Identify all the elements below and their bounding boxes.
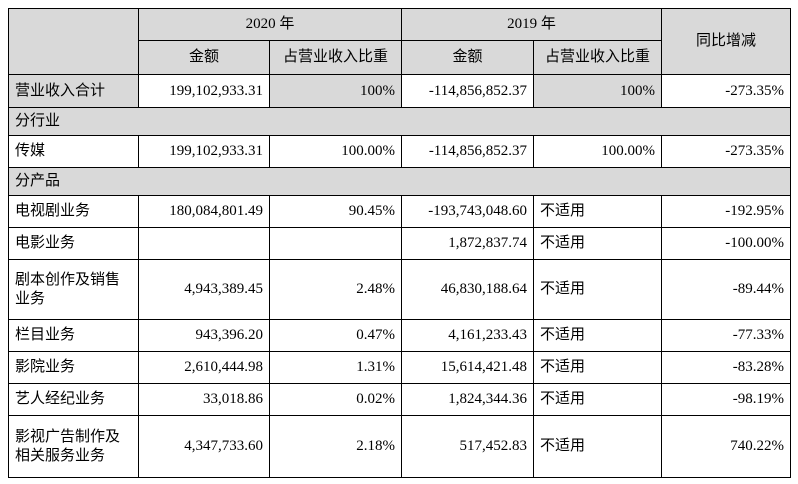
row-media: 传媒 199,102,933.31 100.00% -114,856,852.3…: [8, 135, 792, 168]
ratio-2019-cell: 不适用: [533, 195, 663, 228]
amount-2020-cell: 2,610,444.98: [138, 351, 270, 384]
row-ad-production: 影视广告制作及相关服务业务 4,347,733.60 2.18% 517,452…: [8, 415, 792, 478]
amount-2020-cell: 199,102,933.31: [138, 135, 270, 168]
yoy-cell: -77.33%: [661, 319, 792, 352]
row-total-revenue: 营业收入合计 199,102,933.31 100% -114,856,852.…: [8, 74, 792, 108]
header-amount-2020: 金额: [138, 40, 270, 75]
row-artist-agency: 艺人经纪业务 33,018.86 0.02% 1,824,344.36 不适用 …: [8, 383, 792, 416]
ratio-2020-cell: 2.48%: [268, 259, 403, 320]
row-label: 影视广告制作及相关服务业务: [8, 415, 139, 478]
header-2020: 2020 年: [137, 8, 403, 41]
ratio-2019-cell: 不适用: [533, 383, 663, 416]
ratio-2019-cell: 不适用: [533, 415, 663, 478]
ratio-2020-cell: [268, 227, 403, 260]
row-film: 电影业务 1,872,837.74 不适用 -100.00%: [8, 227, 792, 260]
ratio-2019-cell: 不适用: [533, 319, 663, 352]
yoy-cell: -98.19%: [661, 383, 792, 416]
amount-2019-cell: -193,743,048.60: [401, 195, 535, 228]
row-label: 艺人经纪业务: [8, 383, 139, 416]
row-label: 传媒: [8, 135, 139, 168]
amount-2020-cell: 33,018.86: [138, 383, 270, 416]
header-row-subcols: 金额 占营业收入比重 金额 占营业收入比重: [9, 40, 791, 75]
header-2019: 2019 年: [401, 8, 663, 41]
row-label: 营业收入合计: [8, 74, 139, 108]
amount-2019-cell: 15,614,421.48: [401, 351, 535, 384]
ratio-2019-cell: 100.00%: [533, 135, 663, 168]
row-label: 影院业务: [8, 351, 139, 384]
row-label: 电影业务: [8, 227, 139, 260]
amount-2019-cell: 46,830,188.64: [401, 259, 535, 320]
header-ratio-2019: 占营业收入比重: [533, 40, 663, 75]
ratio-2019-cell: 不适用: [533, 351, 663, 384]
yoy-cell: -273.35%: [661, 135, 792, 168]
ratio-2020-cell: 90.45%: [268, 195, 403, 228]
ratio-2019-cell: 100%: [533, 74, 663, 108]
ratio-2019-cell: 不适用: [533, 227, 663, 260]
amount-2020-cell: 4,347,733.60: [138, 415, 270, 478]
section-label: 分行业: [7, 107, 792, 136]
yoy-cell: -192.95%: [661, 195, 792, 228]
row-script-sales: 剧本创作及销售业务 4,943,389.45 2.48% 46,830,188.…: [8, 259, 792, 320]
ratio-2019-cell: 不适用: [533, 259, 663, 320]
revenue-breakdown-table: 2020 年 2019 年 同比增减 金额 占营业收入比重 金额 占营业收入比重…: [7, 8, 792, 478]
header-yoy: 同比增减: [661, 8, 792, 75]
section-label: 分产品: [7, 167, 792, 196]
amount-2020-cell: 180,084,801.49: [138, 195, 270, 228]
amount-2019-cell: 4,161,233.43: [401, 319, 535, 352]
section-row-product: 分产品: [7, 167, 792, 196]
row-column-business: 栏目业务 943,396.20 0.47% 4,161,233.43 不适用 -…: [8, 319, 792, 352]
yoy-cell: -89.44%: [661, 259, 792, 320]
amount-2020-cell: 943,396.20: [138, 319, 270, 352]
yoy-cell: -100.00%: [661, 227, 792, 260]
yoy-cell: -83.28%: [661, 351, 792, 384]
amount-2019-cell: 517,452.83: [401, 415, 535, 478]
ratio-2020-cell: 1.31%: [268, 351, 403, 384]
amount-2019-cell: -114,856,852.37: [401, 135, 535, 168]
header-ratio-2020: 占营业收入比重: [268, 40, 403, 75]
amount-2020-cell: [138, 227, 270, 260]
header-row-years: 2020 年 2019 年 同比增减: [8, 8, 792, 75]
row-label: 剧本创作及销售业务: [8, 259, 139, 320]
ratio-2020-cell: 100.00%: [268, 135, 403, 168]
amount-2019-cell: -114,856,852.37: [401, 74, 535, 108]
amount-2019-cell: 1,872,837.74: [401, 227, 535, 260]
header-amount-2019: 金额: [401, 40, 535, 75]
corner-cell: [8, 8, 139, 75]
amount-2019-cell: 1,824,344.36: [401, 383, 535, 416]
yoy-cell: -273.35%: [661, 74, 792, 108]
amount-2020-cell: 4,943,389.45: [138, 259, 270, 320]
amount-2020-cell: 199,102,933.31: [138, 74, 270, 108]
row-cinema: 影院业务 2,610,444.98 1.31% 15,614,421.48 不适…: [8, 351, 792, 384]
row-tv-drama: 电视剧业务 180,084,801.49 90.45% -193,743,048…: [8, 195, 792, 228]
row-label: 栏目业务: [8, 319, 139, 352]
ratio-2020-cell: 100%: [268, 74, 403, 108]
ratio-2020-cell: 0.47%: [268, 319, 403, 352]
row-label: 电视剧业务: [8, 195, 139, 228]
ratio-2020-cell: 2.18%: [268, 415, 403, 478]
yoy-cell: 740.22%: [661, 415, 792, 478]
ratio-2020-cell: 0.02%: [268, 383, 403, 416]
section-row-industry: 分行业: [7, 107, 792, 136]
